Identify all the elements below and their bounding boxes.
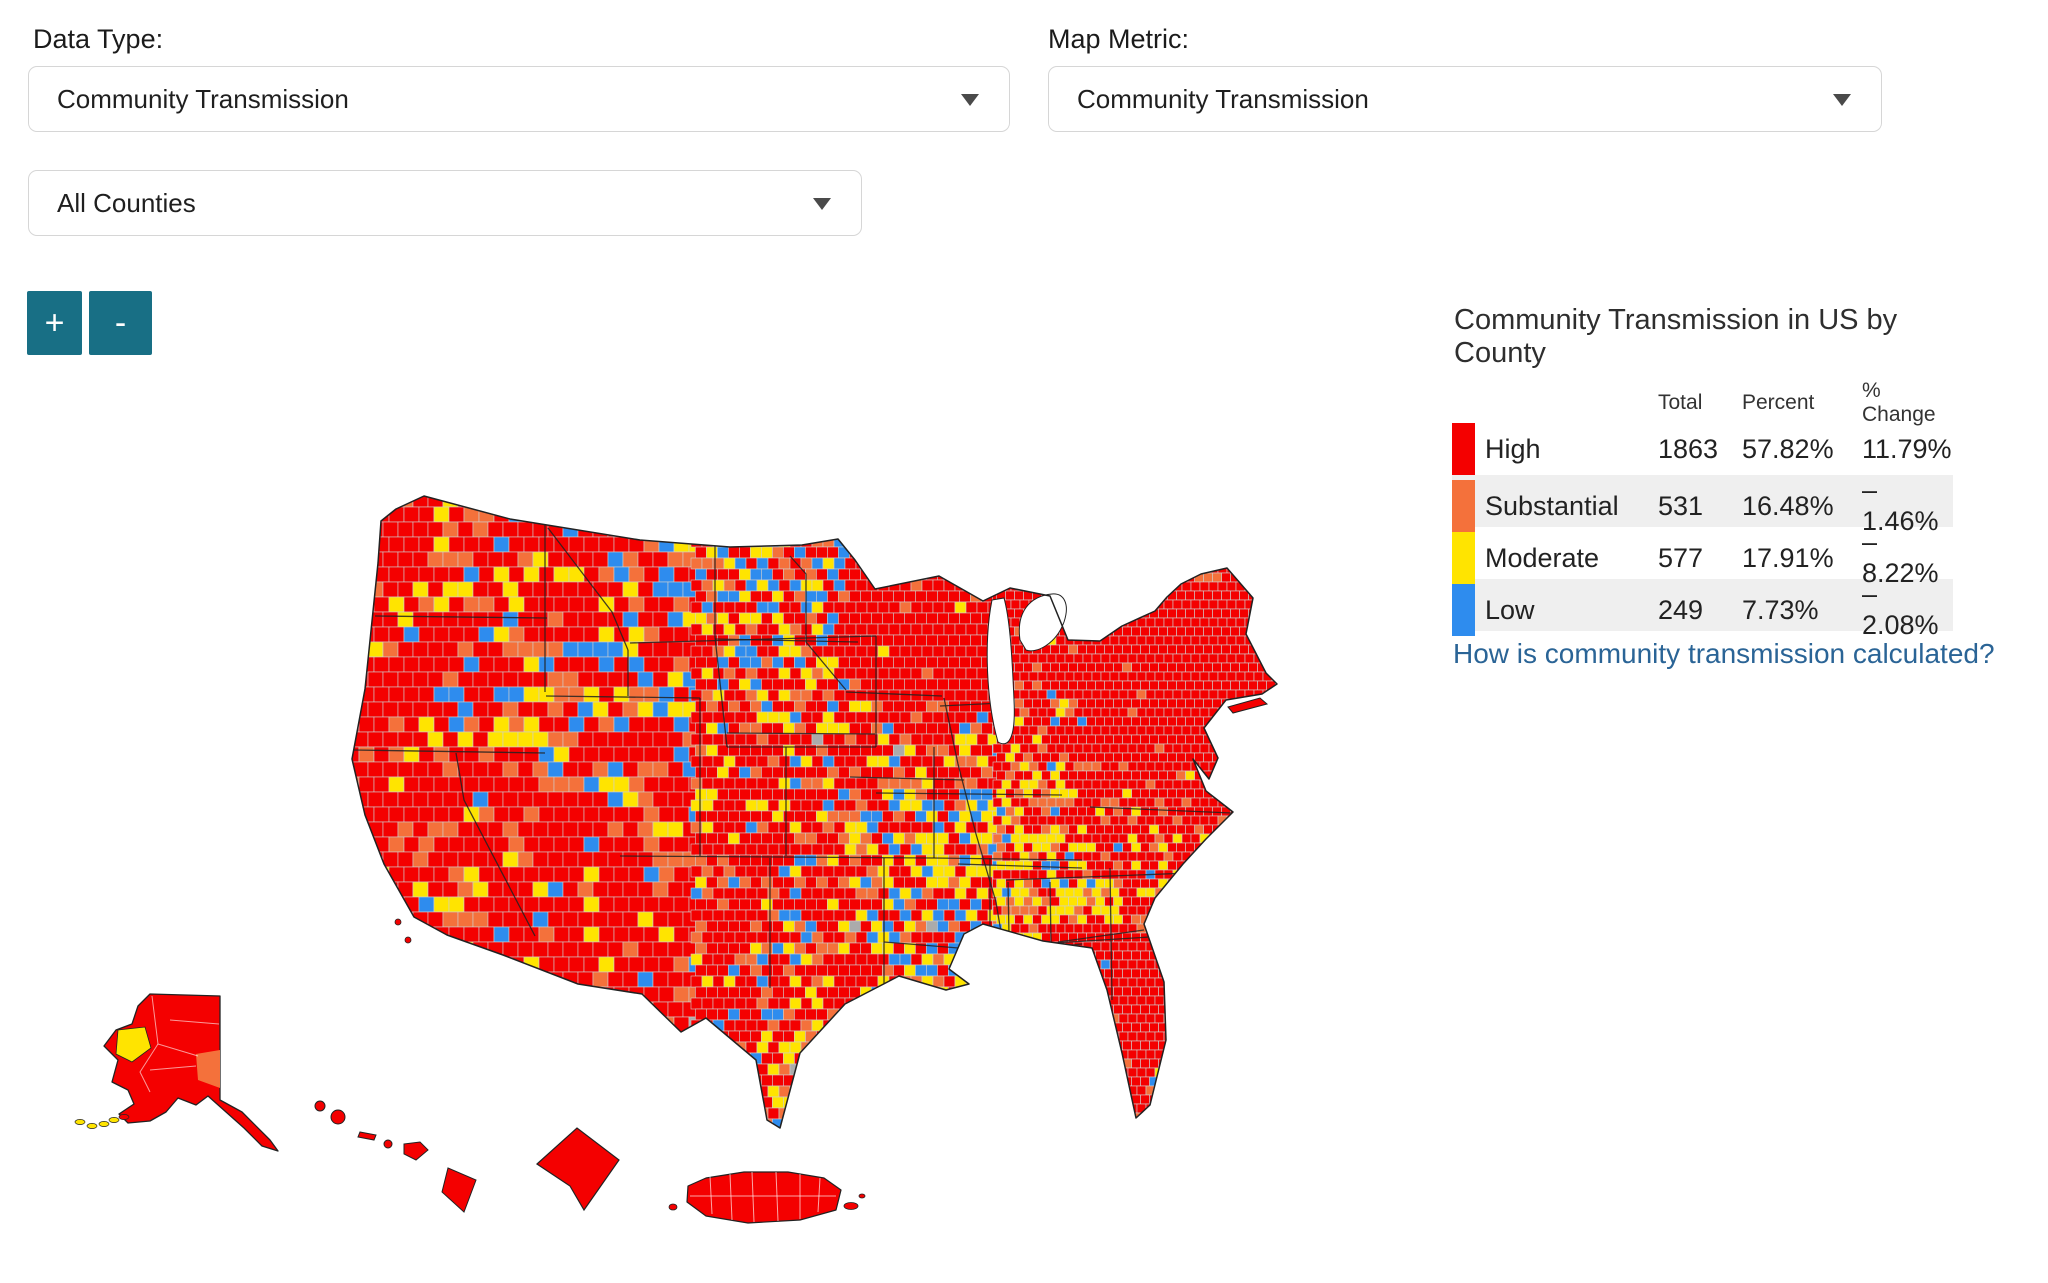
legend-table: Total Percent % Change High 1863 57.82% … — [1452, 379, 1953, 640]
legend-row-substantial: Substantial 531 16.48% – 1.46% — [1452, 475, 1953, 536]
row-total: 1863 — [1658, 433, 1719, 464]
row-total: 577 — [1658, 542, 1704, 573]
legend-row-moderate: Moderate 577 17.91% – 8.22% — [1452, 527, 1953, 588]
row-change: – 2.08% — [1862, 579, 1939, 640]
row-label: Substantial — [1485, 490, 1619, 521]
how-calculated-link[interactable]: How is community transmission calculated… — [1453, 638, 1995, 669]
row-total: 531 — [1658, 490, 1704, 521]
row-change: – 8.22% — [1862, 527, 1939, 588]
zoom-out-button[interactable]: - — [89, 291, 152, 355]
row-label: Moderate — [1485, 542, 1600, 573]
row-change: – 1.46% — [1862, 475, 1939, 536]
data-type-label: Data Type: — [33, 24, 164, 54]
row-label: High — [1485, 433, 1541, 464]
col-header-total: Total — [1658, 391, 1703, 414]
row-change: 11.79% — [1862, 433, 1952, 464]
row-percent: 7.73% — [1742, 594, 1819, 625]
legend-row-low: Low 249 7.73% – 2.08% — [1452, 579, 1953, 640]
data-type-selected-value: Community Transmission — [57, 83, 349, 114]
zoom-in-button[interactable]: + — [27, 291, 82, 355]
map-metric-selected-value: Community Transmission — [1077, 83, 1369, 114]
col-header-percent: Percent — [1742, 391, 1815, 414]
legend-header-row: Total Percent % Change — [1452, 379, 1953, 426]
high-color-swatch — [1452, 423, 1475, 475]
legend-title: Community Transmission in US by County — [1454, 304, 1898, 369]
col-header-change: % Change — [1862, 379, 1936, 426]
chevron-down-icon — [961, 94, 979, 106]
row-label: Low — [1485, 594, 1535, 625]
chevron-down-icon — [813, 198, 831, 210]
row-total: 249 — [1658, 594, 1704, 625]
chevron-down-icon — [1833, 94, 1851, 106]
county-filter-selected-value: All Counties — [57, 187, 196, 218]
map-metric-select[interactable]: Community Transmission — [1048, 66, 1882, 132]
county-filter-select[interactable]: All Counties — [28, 170, 862, 236]
row-percent: 17.91% — [1742, 542, 1834, 573]
data-type-select[interactable]: Community Transmission — [28, 66, 1010, 132]
row-percent: 57.82% — [1742, 433, 1834, 464]
row-percent: 16.48% — [1742, 490, 1834, 521]
legend-panel: Community Transmission in US by County T… — [1452, 304, 1953, 640]
moderate-color-swatch — [1452, 532, 1475, 584]
low-color-swatch — [1452, 584, 1475, 636]
substantial-color-swatch — [1452, 480, 1475, 532]
map-metric-label: Map Metric: — [1048, 24, 1190, 54]
legend-row-high: High 1863 57.82% 11.79% — [1452, 423, 1953, 475]
